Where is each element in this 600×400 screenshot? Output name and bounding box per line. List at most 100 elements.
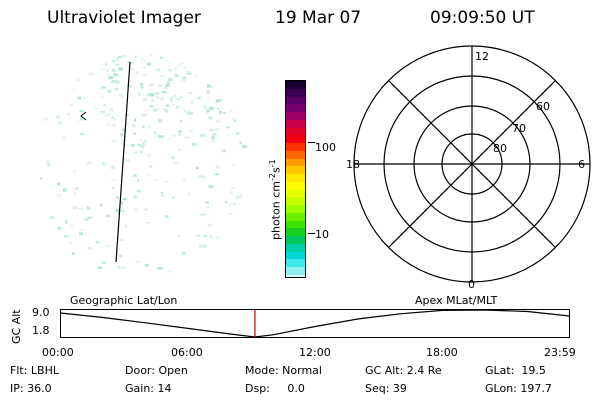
uv-pixel (133, 55, 138, 58)
uv-pixel (137, 143, 142, 147)
colorbar-segment (286, 88, 305, 97)
uv-pixel (178, 148, 182, 152)
uv-pixel (78, 232, 84, 235)
uv-pixel (210, 86, 213, 88)
uv-pixel (110, 107, 113, 112)
uv-pixel (142, 60, 146, 63)
uv-pixel (118, 67, 124, 71)
uv-pixel (156, 96, 159, 99)
colorbar-segment (286, 205, 305, 213)
uv-pixel (174, 73, 178, 78)
uv-pixel (115, 63, 120, 66)
colorbar-segment (286, 158, 305, 167)
uv-pixel (132, 124, 136, 128)
uv-pixel (178, 130, 182, 133)
uv-pixel (100, 96, 104, 99)
footer-field: GC Alt: 2.4 Re (365, 364, 442, 377)
uv-pixel (61, 136, 66, 140)
altplot-x-tick-label: 23:59 (544, 346, 576, 359)
instrument-title: Ultraviolet Imager (47, 8, 201, 28)
uv-pixel (43, 117, 48, 121)
polar-diagonal-2 (388, 80, 556, 248)
uv-pixel (176, 105, 180, 109)
uv-pixel (163, 74, 166, 76)
uv-pixel (211, 136, 215, 140)
uv-pixel (236, 195, 240, 199)
uv-pixel (171, 156, 175, 159)
colorbar-tick-label-100: 100 (315, 141, 336, 154)
uv-pixel (157, 266, 163, 270)
uv-pixel (114, 88, 119, 91)
uv-pixel (203, 104, 206, 108)
colorbar-segment (286, 119, 305, 128)
uv-pixel (169, 97, 173, 100)
footer-field: Gain: 14 (125, 382, 172, 395)
uv-pixel (163, 108, 168, 112)
uv-pixel (183, 109, 187, 112)
uv-pixel (179, 96, 184, 99)
altplot-x-tick-label: 18:00 (426, 346, 458, 359)
uv-pixel (172, 196, 175, 199)
uv-pixel (227, 126, 230, 129)
uv-pixel (170, 134, 176, 138)
uv-pixel (199, 244, 202, 248)
footer-field: Mode: Normal (245, 364, 322, 377)
uv-pixel (171, 103, 175, 106)
uv-pixel (185, 70, 191, 74)
footer-field: IP: 36.0 (10, 382, 52, 395)
uv-pixel (202, 176, 206, 180)
uv-pixel (207, 84, 211, 88)
uv-pixel (201, 175, 205, 178)
uv-pixel (101, 68, 105, 70)
uv-pixel (139, 139, 142, 142)
uv-pixel (107, 90, 112, 93)
footer-field: GLat: 19.5 (485, 364, 546, 377)
uv-pixel (67, 113, 70, 116)
unit-sup-2: -1 (268, 159, 277, 168)
uv-pixel (206, 109, 210, 113)
uv-pixel (221, 149, 226, 153)
footer-field: Flt: LBHL (10, 364, 59, 377)
uv-pixel (40, 177, 43, 180)
uv-pixel (117, 265, 121, 269)
colorbar-tick-100 (308, 142, 315, 143)
uv-pixel (160, 192, 163, 194)
uv-pixel (111, 139, 117, 143)
uv-pixel (140, 150, 143, 153)
uv-pixel (149, 165, 153, 168)
uv-pixel (133, 132, 137, 135)
uv-pixel (113, 73, 117, 76)
uv-pixel (74, 187, 78, 190)
uv-pixel (154, 130, 157, 135)
colorbar-segment (286, 150, 305, 159)
colorbar-segment (286, 166, 305, 174)
uv-pixel (94, 107, 97, 110)
altplot-left-title: Geographic Lat/Lon (70, 294, 178, 307)
uv-pixel (165, 110, 168, 113)
uv-pixel (137, 179, 140, 182)
uv-image-panel (40, 54, 247, 273)
uv-pixel (168, 77, 173, 82)
uv-pixel (112, 69, 116, 72)
colorbar-segment (286, 274, 305, 277)
uv-pixel (111, 116, 114, 119)
uv-pixel (185, 136, 190, 139)
uv-pixel (206, 90, 210, 94)
uv-pixel (179, 62, 184, 65)
uv-pixel (47, 163, 50, 167)
uv-pixel (147, 174, 151, 177)
uv-pixel (147, 125, 151, 129)
uv-pixel (142, 98, 147, 102)
uv-pixel (120, 139, 126, 142)
uv-pixel (135, 260, 141, 263)
uv-pixel (140, 86, 144, 89)
uv-pixel (111, 178, 116, 181)
uv-pixel (100, 111, 105, 113)
marker-glyph (80, 111, 87, 121)
uv-pixel (122, 55, 127, 58)
uv-pixel (101, 261, 106, 264)
uv-pixel (195, 234, 201, 237)
uv-pixel (134, 118, 137, 122)
uv-pixel (170, 99, 173, 103)
colorbar-segment (286, 243, 305, 252)
